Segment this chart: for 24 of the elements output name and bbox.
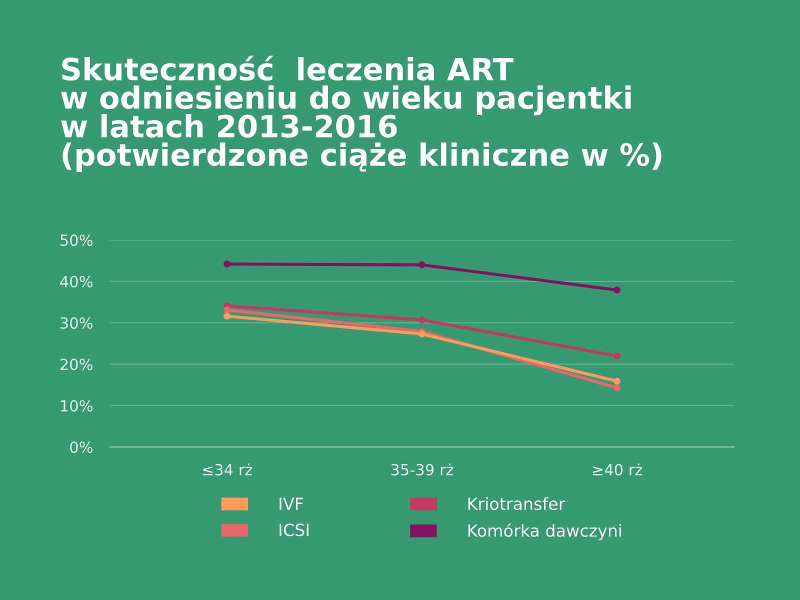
point xyxy=(418,330,426,338)
point xyxy=(418,261,426,268)
chart-title: Skuteczność leczenia ART w odniesieniu do wieku pacjentki w latach 2013-2016 (potwierdzone ciąże kliniczne w %) xyxy=(61,56,662,172)
y-tick-label: 20% xyxy=(60,358,92,370)
point xyxy=(614,378,620,385)
y-tick-label: 0% xyxy=(70,441,92,454)
point xyxy=(224,260,230,268)
point xyxy=(614,286,620,294)
x-tick-label: ≥40 rż xyxy=(592,464,642,476)
y-tick-label: 10% xyxy=(61,400,92,412)
point xyxy=(614,384,620,392)
legend-label: Kriotransfer xyxy=(468,497,566,510)
y-tick-label: 50% xyxy=(60,234,92,246)
legend-label: IVF xyxy=(280,498,303,510)
legend-label: Komórka dawczyni xyxy=(468,523,622,540)
legend-label: ICSI xyxy=(280,524,308,536)
x-tick-label: ≤34 rż xyxy=(202,464,252,476)
point xyxy=(224,306,230,314)
x-tick-label: 35-39 rż xyxy=(391,464,454,476)
y-tick-label: 40% xyxy=(60,276,92,288)
point xyxy=(224,312,230,320)
point xyxy=(614,352,620,360)
point xyxy=(418,316,426,324)
y-tick-label: 30% xyxy=(60,317,92,329)
